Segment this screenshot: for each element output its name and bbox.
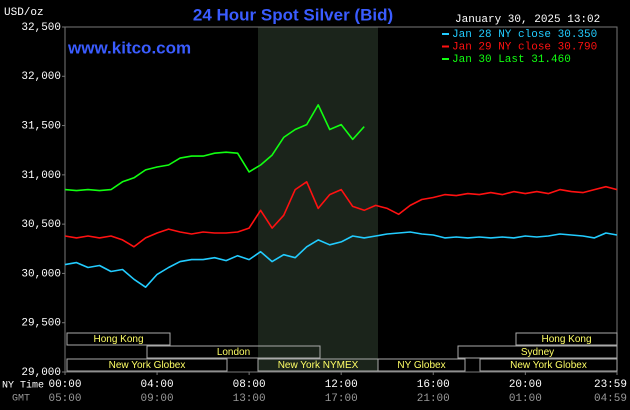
y-tick-label: 31,500: [21, 120, 61, 132]
x2-tick-label: 21:00: [417, 393, 450, 405]
x-tick-label: 12:00: [325, 379, 358, 391]
session-box: [515, 332, 618, 346]
x-tick-label: 20:00: [509, 379, 542, 391]
session-label: New York Globex: [109, 360, 186, 371]
timestamp: January 30, 2025 13:02: [455, 14, 600, 26]
session-box: [146, 345, 321, 359]
x-tick-label: 08:00: [233, 379, 266, 391]
session-label: NY Globex: [397, 360, 445, 371]
y-tick-label: 32,000: [21, 71, 61, 83]
x2-tick-label: 09:00: [141, 393, 174, 405]
x2-tick-label: 17:00: [325, 393, 358, 405]
session-box: [479, 358, 618, 372]
y-tick-label: 30,500: [21, 219, 61, 231]
session-label: New York Globex: [510, 360, 587, 371]
x-tick-label: 16:00: [417, 379, 450, 391]
session-box: [66, 358, 228, 372]
series-line: [64, 104, 365, 192]
session-box: [66, 332, 171, 346]
y-tick-label: 29,000: [21, 367, 61, 379]
y-axis-label: USD/oz: [4, 7, 44, 19]
session-label: Hong Kong: [93, 334, 143, 345]
x2-tick-label: 04:59: [594, 393, 627, 405]
legend-label: Jan 30 Last 31.460: [452, 54, 571, 66]
y-tick-label: 29,500: [21, 318, 61, 330]
x-tick-label: 23:59: [594, 379, 627, 391]
y-tick-label: 31,000: [21, 170, 61, 182]
x-tick-label: 04:00: [141, 379, 174, 391]
x-tick-label: 00:00: [48, 379, 81, 391]
x2-tick-label: 13:00: [233, 393, 266, 405]
legend-label: Jan 28 NY close 30.350: [452, 29, 597, 41]
chart-title: 24 Hour Spot Silver (Bid): [193, 5, 393, 24]
x-axis-label: NY Time: [2, 380, 44, 392]
series-line: [64, 231, 618, 288]
series-line: [64, 181, 618, 248]
session-label: New York NYMEX: [278, 360, 359, 371]
x2-tick-label: 01:00: [509, 393, 542, 405]
session-box: [377, 358, 466, 372]
session-label: London: [217, 347, 250, 358]
session-box: [457, 345, 618, 359]
y-tick-label: 30,000: [21, 268, 61, 280]
legend-label: Jan 29 NY close 30.790: [452, 41, 597, 53]
source: www.kitco.com: [67, 38, 191, 57]
nymex-shade: [258, 27, 378, 372]
y-tick-label: 32,500: [21, 22, 61, 34]
x2-axis-label: GMT: [12, 394, 30, 405]
x2-tick-label: 05:00: [48, 393, 81, 405]
session-label: Sydney: [521, 347, 554, 358]
session-label: Hong Kong: [541, 334, 591, 345]
